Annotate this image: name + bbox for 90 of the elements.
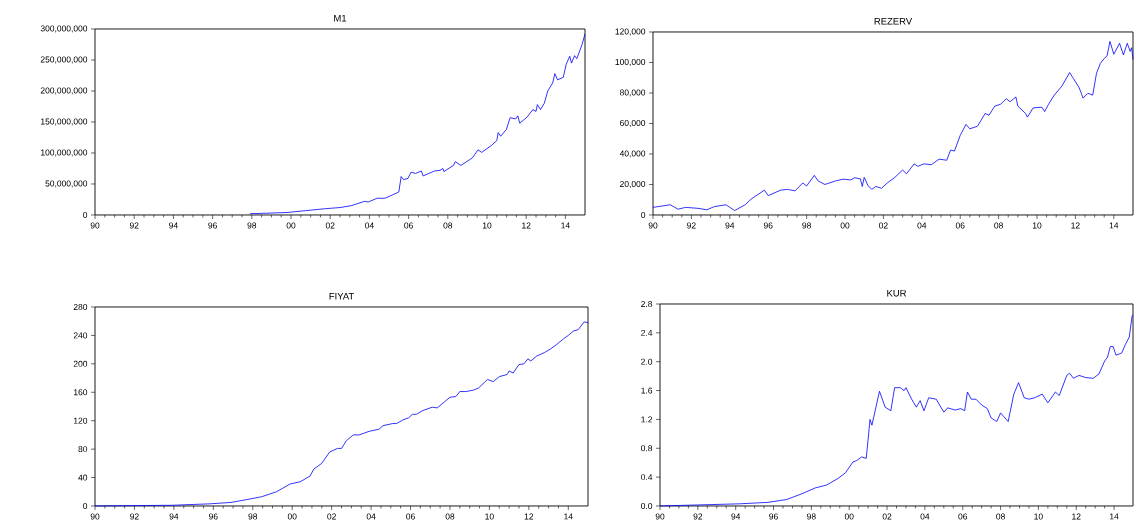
x-tick-label: 92 [129,222,139,229]
y-tick-label: 2.4 [641,329,653,336]
x-tick-label: 02 [879,222,888,229]
y-tick-label: 100,000,000 [41,149,88,157]
x-tick-label: 04 [917,222,927,229]
x-tick-label: 98 [802,222,811,229]
x-tick-label: 90 [90,513,100,520]
y-tick-label: 240 [73,332,88,339]
x-tick-label: 00 [287,513,297,520]
x-tick-label: 14 [1110,513,1119,520]
y-tick-label: 0 [641,211,646,218]
x-tick-label: 02 [327,513,336,520]
y-tick-label: 80 [78,446,88,453]
x-tick-label: 00 [840,222,850,229]
y-tick-label: 0.0 [641,502,653,509]
x-tick-label: 06 [406,513,415,520]
x-tick-label: 12 [1071,222,1080,229]
x-tick-label: 96 [209,513,218,520]
x-tick-label: 12 [524,513,534,520]
chart-title: M1 [334,14,347,22]
y-tick-label: 0.8 [641,445,653,452]
x-tick-label: 94 [731,513,741,520]
y-tick-label: 300,000,000 [40,25,88,33]
x-tick-label: 04 [365,222,374,229]
line-series [652,41,1134,211]
x-tick-label: 90 [90,222,100,229]
x-tick-label: 04 [920,513,930,520]
chart-title: FIYAT [329,292,355,300]
chart-title: KUR [887,289,907,297]
y-tick-label: 60,000 [620,119,646,127]
line-series [249,33,586,215]
x-tick-label: 10 [1032,222,1042,229]
x-tick-label: 00 [844,513,854,520]
y-tick-label: 2.0 [641,358,653,365]
y-tick-label: 40 [78,474,88,481]
y-tick-label: 150,000,000 [41,118,88,126]
x-tick-label: 92 [693,513,703,520]
y-tick-label: 1.6 [641,387,653,394]
y-tick-label: 120 [74,417,88,424]
y-tick-label: 20,000 [620,180,646,188]
x-tick-label: 08 [445,513,455,520]
x-tick-label: 92 [130,513,139,520]
x-tick-label: 10 [482,222,492,229]
y-tick-label: 0.4 [641,474,653,481]
y-tick-label: 40,000 [619,150,646,158]
x-tick-label: 02 [325,222,335,229]
x-tick-label: 94 [169,513,179,520]
x-tick-label: 10 [485,513,494,520]
x-tick-label: 90 [648,222,658,229]
chart-title: REZERV [874,17,913,25]
x-tick-label: 06 [404,222,413,229]
x-tick-label: 14 [1109,222,1119,229]
x-tick-label: 92 [687,222,696,229]
y-tick-label: 250,000,000 [40,56,88,64]
x-tick-label: 08 [994,222,1003,229]
y-tick-label: 50,000,000 [45,180,88,188]
x-tick-label: 10 [1034,513,1043,520]
line-series [94,321,589,507]
y-tick-label: 200,000,000 [40,87,88,95]
x-tick-label: 04 [366,513,376,520]
x-tick-label: 98 [807,513,816,520]
x-tick-label: 06 [955,222,965,229]
x-tick-label: 94 [169,222,178,229]
y-tick-label: 1.2 [641,416,653,423]
x-tick-label: 14 [564,513,573,520]
x-tick-label: 12 [1072,513,1081,520]
y-tick-label: 2.8 [641,301,653,307]
x-tick-label: 96 [208,222,217,229]
x-tick-label: 96 [763,222,773,229]
line-series [659,314,1134,507]
x-tick-label: 08 [996,513,1005,520]
x-tick-label: 00 [286,222,296,229]
x-tick-label: 12 [522,222,531,229]
x-tick-label: 98 [247,222,257,229]
y-tick-label: 0 [83,211,88,218]
y-tick-label: 80,000 [619,89,646,97]
y-tick-label: 100,000 [615,58,646,66]
x-tick-label: 94 [725,222,735,229]
x-tick-label: 98 [248,513,258,520]
y-tick-label: 200 [73,360,88,367]
y-tick-label: 0 [83,502,88,509]
x-tick-label: 14 [561,222,570,229]
x-tick-label: 96 [769,513,778,520]
y-tick-label: 160 [74,389,88,396]
x-tick-label: 02 [882,513,892,520]
x-tick-label: 06 [958,513,968,520]
x-tick-label: 90 [655,513,665,520]
y-tick-label: 120,000 [615,28,646,36]
x-tick-label: 08 [443,222,453,229]
y-tick-label: 280 [73,303,88,310]
